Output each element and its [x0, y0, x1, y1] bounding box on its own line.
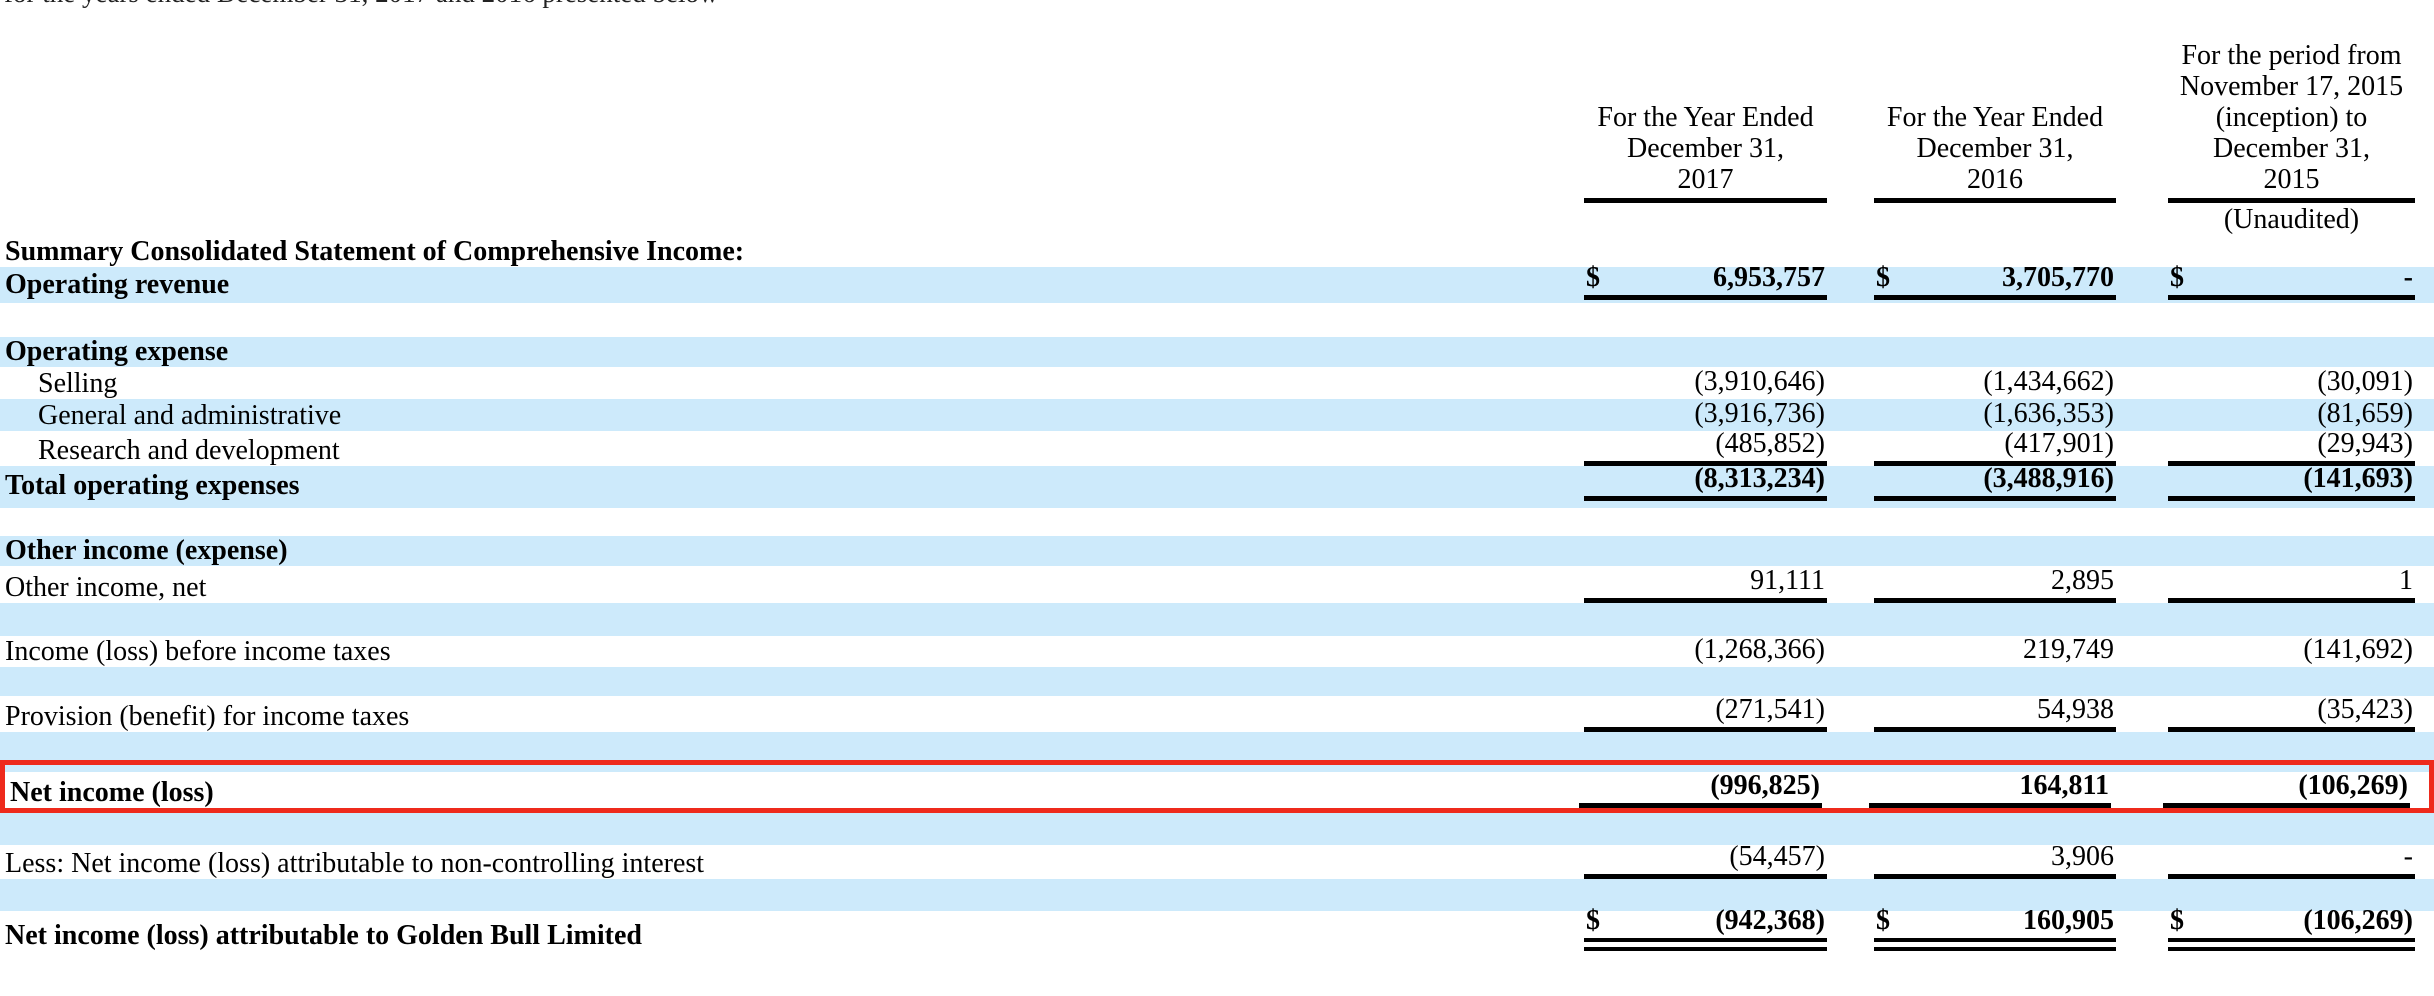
row-label: Total operating expenses [5, 470, 300, 501]
row-label: Provision (benefit) for income taxes [5, 701, 410, 732]
cell-2017: $ (942,368) [1584, 906, 1827, 951]
cell-2016: 164,811 [1869, 771, 2111, 808]
column-header-2016: For the Year Ended December 31, 2016 [1874, 102, 2116, 203]
row-net-income-golden-bull: Net income (loss) attributable to Golden… [0, 906, 2434, 951]
row-label: Net income (loss) [10, 777, 214, 808]
cell-2016: (3,488,916) [1874, 464, 2116, 501]
section-title: Summary Consolidated Statement of Compre… [5, 236, 745, 267]
net-income-callout-box: Net income (loss) (996,825) 164,811 (106… [0, 760, 2434, 813]
cell-2015: (30,091) [2317, 366, 2413, 397]
spacer-row [5, 765, 2429, 772]
cell-2016: 219,749 [2023, 634, 2114, 665]
cell-2016: 54,938 [1874, 695, 2116, 732]
cell-2015: (81,659) [2317, 398, 2413, 429]
row-income-before-taxes: Income (loss) before income taxes (1,268… [0, 634, 2434, 667]
row-label: Operating revenue [5, 269, 230, 300]
row-label: Other income (expense) [5, 535, 288, 566]
cell-2017: (3,910,646) [1694, 366, 1825, 397]
row-research-development: Research and development (485,852) (417,… [0, 429, 2434, 466]
row-other-income-net: Other income, net 91,111 2,895 1 [0, 566, 2434, 603]
cell-2016: (1,434,662) [1983, 366, 2114, 397]
cell-2017: (54,457) [1584, 842, 1827, 879]
row-label: Research and development [38, 435, 340, 466]
spacer-row [0, 813, 2434, 845]
dollar-sign: $ [1586, 905, 1600, 936]
cell-2017: (3,916,736) [1694, 398, 1825, 429]
row-general-administrative: General and administrative (3,916,736) (… [0, 399, 2434, 431]
spacer-row [0, 603, 2434, 636]
row-label: Selling [38, 368, 118, 399]
cell-2017: 91,111 [1584, 566, 1827, 603]
column-header-2015-period: For the period from November 17, 2015 (i… [2168, 40, 2415, 203]
row-label: Other income, net [5, 572, 207, 603]
dollar-sign: $ [1876, 262, 1890, 293]
dollar-sign: $ [1876, 905, 1890, 936]
spacer-row [0, 732, 2434, 760]
cell-2017: $6,953,757 [1584, 263, 1827, 300]
cell-2016: 3,906 [1874, 842, 2116, 879]
unaudited-note-row: (Unaudited) [0, 203, 2434, 237]
row-label: General and administrative [38, 400, 342, 431]
row-total-operating-expenses: Total operating expenses (8,313,234) (3,… [0, 464, 2434, 508]
cell-2016: (417,901) [1874, 429, 2116, 466]
row-provision-income-taxes: Provision (benefit) for income taxes (27… [0, 695, 2434, 732]
cell-2017: (485,852) [1584, 429, 1827, 466]
cell-2015: - [2168, 842, 2415, 879]
table-header-row: For the Year Ended December 31, 2017 For… [0, 8, 2434, 203]
cell-2017: (271,541) [1584, 695, 1827, 732]
clipped-text: for the years ended December 31, 2017 an… [4, 0, 719, 8]
cell-2015: (141,693) [2168, 464, 2415, 501]
row-label: Net income (loss) attributable to Golden… [5, 920, 642, 951]
cell-2015: (106,269) [2163, 771, 2410, 808]
row-other-income-expense-header: Other income (expense) [0, 536, 2434, 566]
cell-2017: (1,268,366) [1694, 634, 1825, 665]
row-less-noncontrolling-interest: Less: Net income (loss) attributable to … [0, 842, 2434, 879]
row-label: Less: Net income (loss) attributable to … [5, 848, 705, 879]
row-selling: Selling (3,910,646) (1,434,662) (30,091) [0, 367, 2434, 399]
row-operating-expense-header: Operating expense [0, 337, 2434, 367]
spacer-row [0, 508, 2434, 536]
cell-2016: $160,905 [1874, 906, 2116, 951]
cell-2015: $ (106,269) [2168, 906, 2415, 951]
row-operating-revenue: Operating revenue $6,953,757 $3,705,770 … [0, 263, 2434, 303]
cell-2016: $3,705,770 [1874, 263, 2116, 300]
row-label: Income (loss) before income taxes [5, 636, 391, 667]
dollar-sign: $ [2170, 262, 2184, 293]
row-label: Operating expense [5, 336, 229, 367]
cell-2017: (996,825) [1579, 771, 1822, 808]
column-header-2017: For the Year Ended December 31, 2017 [1584, 102, 1827, 203]
dollar-sign: $ [1586, 262, 1600, 293]
unaudited-note: (Unaudited) [2223, 204, 2360, 235]
cell-2015: $ - [2168, 263, 2415, 300]
spacer-row [0, 879, 2434, 911]
cell-2016: (1,636,353) [1983, 398, 2114, 429]
cell-2015: (141,692) [2303, 634, 2413, 665]
cell-2015: 1 [2168, 566, 2415, 603]
row-net-income-loss: Net income (loss) (996,825) 164,811 (106… [5, 771, 2429, 808]
spacer-row [0, 303, 2434, 337]
row-section-title: Summary Consolidated Statement of Compre… [0, 237, 2434, 267]
cell-2016: 2,895 [1874, 566, 2116, 603]
clipped-text-line: for the years ended December 31, 2017 an… [0, 0, 2434, 8]
cell-2017: (8,313,234) [1584, 464, 1827, 501]
dollar-sign: $ [2170, 905, 2184, 936]
cell-2015: (35,423) [2168, 695, 2415, 732]
spacer-row [0, 667, 2434, 696]
cell-2015: (29,943) [2168, 429, 2415, 466]
